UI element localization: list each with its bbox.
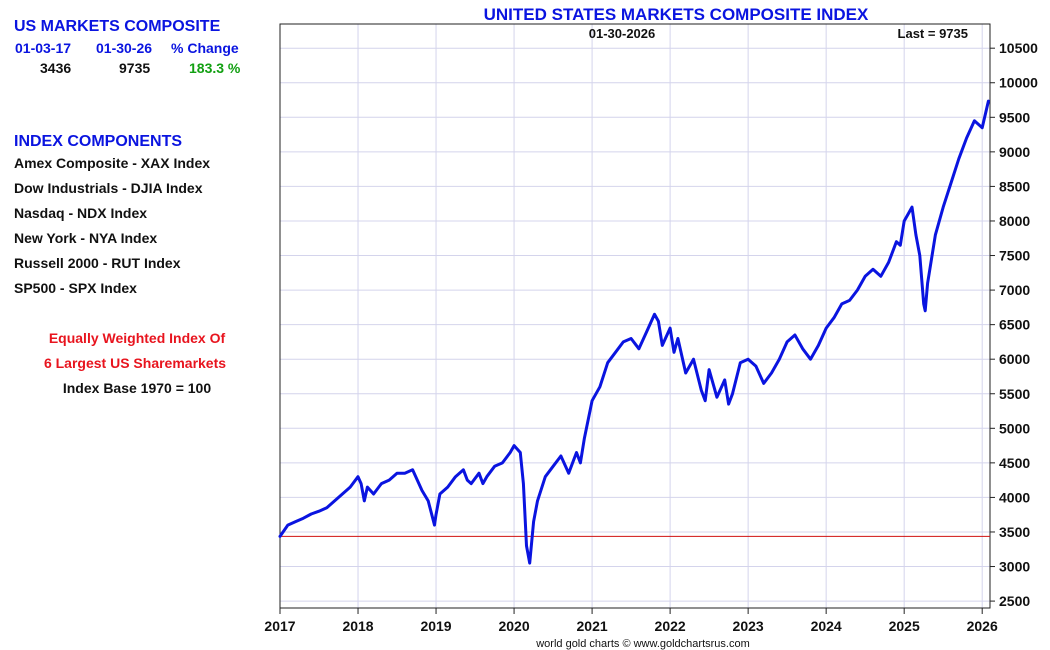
y-tick-label: 7500 (999, 248, 1030, 264)
y-tick-label: 7000 (999, 282, 1030, 298)
x-tick-label: 2017 (264, 618, 295, 634)
y-tick-label: 8000 (999, 213, 1030, 229)
y-tick-label: 6000 (999, 351, 1030, 367)
x-tick-label: 2025 (889, 618, 920, 634)
y-tick-label: 8500 (999, 178, 1030, 194)
change-header: % Change (171, 40, 239, 56)
y-tick-label: 2500 (999, 593, 1030, 609)
component-item: Nasdaq - NDX Index (14, 205, 148, 221)
composite-heading: US MARKETS COMPOSITE (14, 18, 221, 35)
y-tick-label: 3500 (999, 524, 1030, 540)
series-line-us-markets-composite (278, 99, 990, 565)
x-tick-label: 2018 (342, 618, 373, 634)
y-tick-label: 5000 (999, 420, 1030, 436)
percent-change-value: 183.3 % (189, 60, 241, 76)
x-tick-label: 2019 (420, 618, 451, 634)
component-item: New York - NYA Index (14, 230, 158, 246)
x-tick-label: 2023 (733, 618, 764, 634)
x-tick-label: 2020 (498, 618, 529, 634)
end-value: 9735 (119, 60, 151, 76)
chart-credit: world gold charts © www.goldchartsrus.co… (535, 638, 750, 650)
note-line-2: 6 Largest US Sharemarkets (43, 355, 227, 371)
start-value: 3436 (40, 60, 72, 76)
y-tick-label: 6500 (999, 317, 1030, 333)
chart-title: UNITED STATES MARKETS COMPOSITE INDEX (484, 5, 869, 24)
component-item: SP500 - SPX Index (14, 280, 137, 296)
component-item: Russell 2000 - RUT Index (14, 255, 181, 271)
x-tick-label: 2022 (655, 618, 686, 634)
y-tick-label: 3000 (999, 559, 1030, 575)
x-axis: 2017 2018 2019 2020 2021 2022 2023 2024 2025 2026 (264, 608, 998, 634)
chart-last-label: Last = 9735 (898, 26, 968, 41)
chart-date-label: 01-30-2026 (589, 26, 656, 41)
y-axis: 2500 3000 3500 4000 4500 5000 5500 6000 6500 7000… (990, 40, 1038, 609)
note-line-1: Equally Weighted Index Of (48, 330, 226, 346)
y-tick-label: 10500 (999, 40, 1038, 56)
x-tick-label: 2024 (811, 618, 842, 634)
end-date-header: 01-30-26 (96, 40, 153, 56)
x-tick-label: 2026 (967, 618, 998, 634)
x-tick-label: 2021 (577, 618, 608, 634)
y-tick-label: 9500 (999, 109, 1030, 125)
y-tick-label: 9000 (999, 144, 1030, 160)
y-tick-label: 10000 (999, 75, 1038, 91)
grid (279, 24, 990, 608)
start-date-header: 01-03-17 (15, 40, 72, 56)
left-info-panel: US MARKETS COMPOSITE 01-03-17 01-30-26 %… (0, 0, 270, 650)
note-line-3: Index Base 1970 = 100 (62, 380, 212, 396)
plot-frame (279, 23, 991, 609)
components-heading: INDEX COMPONENTS (14, 133, 183, 150)
component-item: Dow Industrials - DJIA Index (14, 180, 203, 196)
y-tick-label: 4000 (999, 489, 1030, 505)
y-tick-label: 4500 (999, 455, 1030, 471)
component-item: Amex Composite - XAX Index (14, 155, 211, 171)
y-tick-label: 5500 (999, 386, 1030, 402)
